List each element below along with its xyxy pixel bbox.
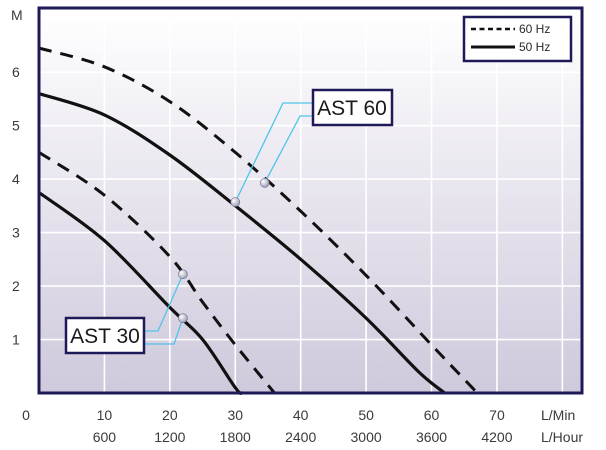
x-tick-label-secondary: 1800	[220, 429, 251, 445]
y-tick-label: 2	[12, 278, 20, 294]
y-tick-label: 1	[12, 332, 20, 348]
y-tick-label: 3	[12, 225, 20, 241]
x-tick-labels: 0 10 20 30 40 50 60 70 600 1200 1800 2400 3000 3600 42…	[22, 407, 513, 445]
x-tick-label-secondary: 600	[93, 429, 117, 445]
callout-label-ast30: AST 30	[70, 325, 140, 348]
callout-label-ast60: AST 60	[317, 97, 387, 120]
callout-box-ast30	[64, 316, 146, 355]
series-line-ast60-50hz	[38, 92, 446, 395]
x-tick-label-primary: 50	[358, 407, 374, 423]
x-tick-label-primary: 60	[424, 407, 440, 423]
x-tick-label-primary: 40	[293, 407, 309, 423]
callout-leader-ast60-60hz	[264, 115, 313, 184]
x-tick-label-secondary: 3600	[416, 429, 447, 445]
series-line-ast60-60hz	[38, 46, 479, 395]
y-tick-label: 4	[12, 171, 20, 187]
x-tick-label-primary: 30	[227, 407, 243, 423]
y-tick-labels: 1 2 3 4 5 6	[12, 64, 20, 347]
plot-frame	[37, 6, 584, 395]
callout-box-ast60	[311, 88, 394, 127]
operating-point-marker	[259, 178, 270, 188]
legend-label-50hz: 50 Hz	[519, 40, 550, 54]
operating-point-marker	[178, 269, 188, 280]
x-tick-label-secondary: 4200	[481, 429, 512, 445]
operating-point-marker	[230, 197, 241, 207]
callout-leader-ast30-60hz	[143, 274, 184, 332]
callout-leader-ast30-50hz	[143, 317, 184, 345]
x-tick-label-primary: 10	[97, 407, 113, 423]
x-tick-label-secondary: 2400	[285, 429, 316, 445]
x-tick-label-primary: 0	[22, 407, 30, 423]
y-tick-label: 6	[12, 64, 20, 80]
x-axis-label-secondary: L/Hour	[541, 429, 583, 445]
operating-point-marker	[178, 313, 188, 323]
legend: 60 Hz 50 Hz	[462, 15, 573, 63]
x-axis-label-primary: L/Min	[541, 407, 575, 423]
y-axis-label: M	[11, 7, 23, 23]
x-tick-label-primary: 70	[489, 407, 505, 423]
x-tick-label-secondary: 1200	[154, 429, 185, 445]
legend-box	[462, 15, 573, 63]
callouts: AST 60 AST 30	[64, 88, 394, 355]
y-tick-label: 5	[12, 118, 20, 134]
callout-leader-ast60-50hz	[234, 102, 313, 203]
x-tick-label-secondary: 3000	[351, 429, 382, 445]
legend-label-60hz: 60 Hz	[519, 22, 550, 36]
x-tick-label-primary: 20	[162, 407, 178, 423]
